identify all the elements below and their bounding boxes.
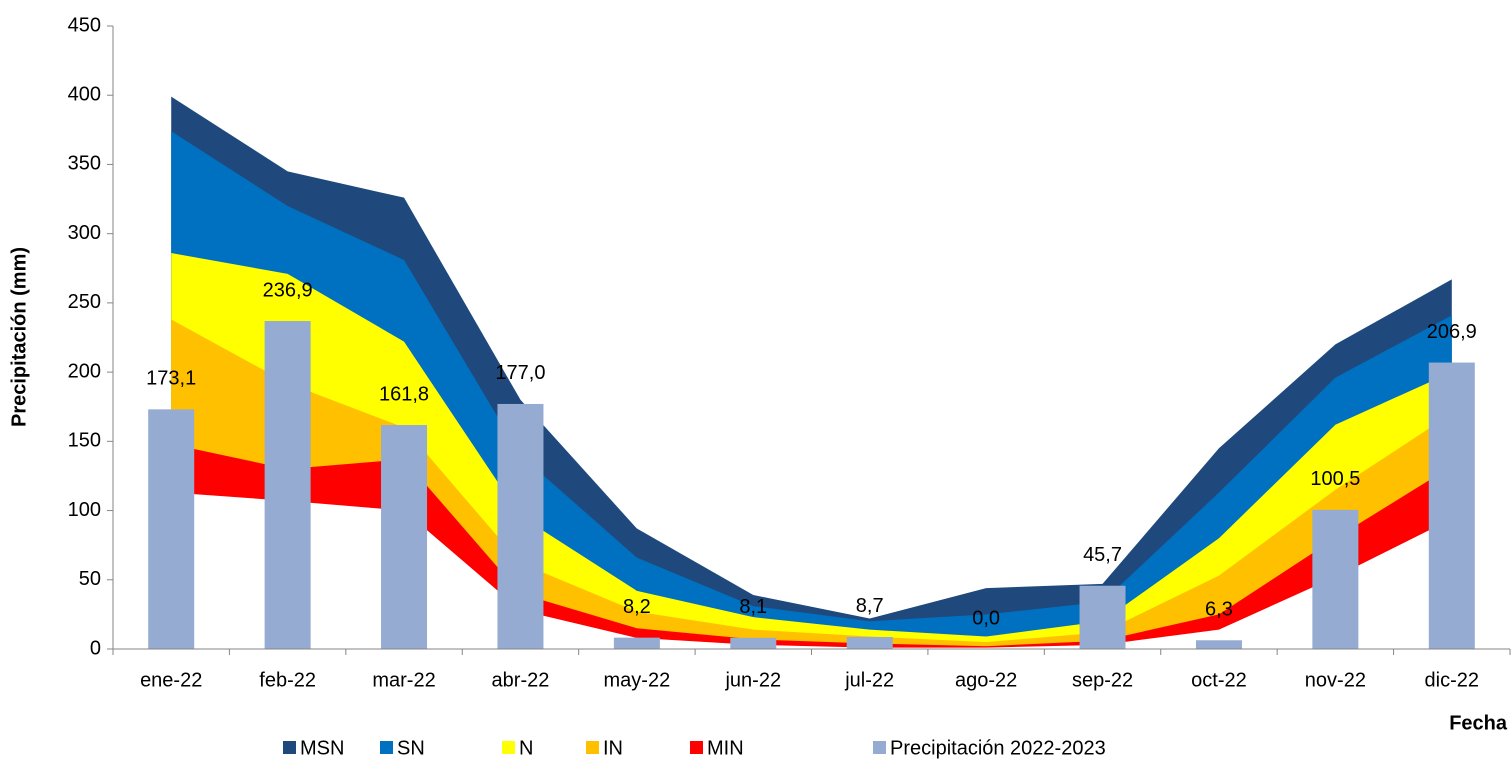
y-tick-label: 250: [68, 291, 101, 313]
y-tick-label: 100: [68, 499, 101, 521]
legend-label: MIN: [707, 737, 744, 759]
data-label: 236,9: [263, 279, 313, 301]
y-tick-label: 200: [68, 360, 101, 382]
legend-swatch: [502, 741, 515, 754]
x-tick-label: nov-22: [1305, 669, 1366, 691]
data-label: 8,1: [739, 596, 767, 618]
area: [171, 492, 1452, 649]
legend-swatch: [690, 741, 703, 754]
x-tick-label: ene-22: [140, 669, 202, 691]
data-label: 161,8: [379, 383, 429, 405]
y-tick-label: 0: [90, 637, 101, 659]
y-tick-label: 450: [68, 14, 101, 36]
bar: [1312, 509, 1359, 649]
data-label: 177,0: [495, 362, 545, 384]
y-tick-label: 50: [79, 568, 101, 590]
bar: [381, 424, 428, 649]
data-label: 173,1: [146, 368, 196, 390]
legend-swatch: [873, 741, 886, 754]
data-label: 8,7: [856, 595, 884, 617]
bar: [148, 409, 195, 649]
x-tick-label: may-22: [604, 669, 671, 691]
x-tick-label: sep-22: [1072, 669, 1133, 691]
data-label: 6,3: [1205, 599, 1233, 621]
legend-label: MSN: [300, 737, 344, 759]
y-tick-label: 400: [68, 84, 101, 106]
y-tick-label: 300: [68, 222, 101, 244]
x-tick-label: oct-22: [1191, 669, 1247, 691]
legend-swatch: [380, 741, 393, 754]
x-tick-label: ago-22: [955, 669, 1017, 691]
legend-label: SN: [397, 737, 425, 759]
legend-label: Precipitación 2022-2023: [890, 737, 1106, 759]
x-tick-label: feb-22: [259, 669, 316, 691]
x-axis-title: Fecha: [1449, 712, 1508, 734]
bar: [264, 321, 311, 649]
data-label: 8,2: [623, 596, 651, 618]
x-tick-label: dic-22: [1425, 669, 1479, 691]
y-tick-label: 150: [68, 430, 101, 452]
bar: [1428, 362, 1475, 649]
y-axis-title: Precipitación (mm): [8, 247, 30, 427]
y-tick-label: 350: [68, 153, 101, 175]
bar: [613, 637, 660, 649]
bar: [1195, 640, 1242, 649]
data-label: 206,9: [1427, 321, 1477, 343]
bar: [846, 636, 893, 649]
legend-swatch: [283, 741, 296, 754]
x-tick-label: jun-22: [724, 669, 781, 691]
legend-label: IN: [603, 737, 623, 759]
x-tick-label: mar-22: [372, 669, 435, 691]
data-label: 100,5: [1310, 468, 1360, 490]
bar: [730, 637, 777, 649]
bar: [497, 403, 544, 649]
data-label: 45,7: [1083, 544, 1122, 566]
legend-label: N: [519, 737, 533, 759]
x-tick-label: abr-22: [492, 669, 550, 691]
legend-swatch: [586, 741, 599, 754]
x-tick-label: jul-22: [844, 669, 894, 691]
data-label: 0,0: [972, 607, 1000, 629]
bar: [1079, 585, 1126, 649]
